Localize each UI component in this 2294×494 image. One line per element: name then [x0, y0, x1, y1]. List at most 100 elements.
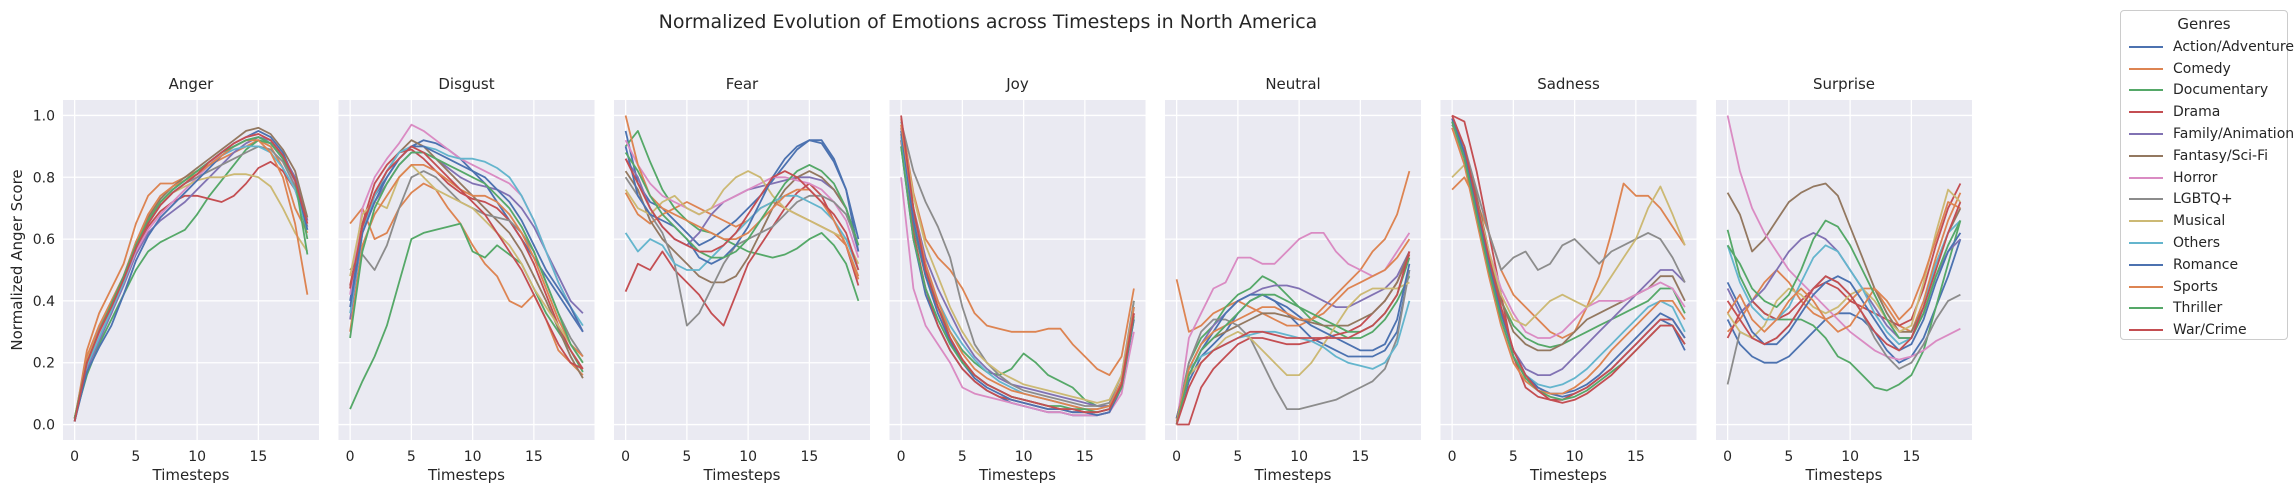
y-tick-label: 0.6	[33, 232, 55, 248]
legend-item: Comedy	[2121, 58, 2287, 80]
panel-surprise: 0 5 10 15 Surprise Timesteps	[1716, 75, 1972, 484]
x-tick-label: 0	[346, 449, 355, 465]
legend-item: Action/Adventure	[2121, 36, 2294, 58]
series-line-thriller	[349, 151, 584, 364]
y-tick-label: 0.2	[33, 356, 55, 372]
legend-swatch	[2129, 89, 2163, 92]
y-axis-label: Normalized Anger Score	[8, 169, 26, 350]
legend-swatch	[2129, 198, 2163, 201]
x-tick-label: 5	[682, 449, 691, 465]
x-tick-label: 0	[1723, 449, 1732, 465]
series-line-romance	[900, 130, 1135, 417]
y-tick-label: 0.0	[33, 418, 55, 434]
x-tick-label: 5	[1509, 449, 1518, 465]
legend-label: Sports	[2173, 278, 2218, 295]
x-axis-label: Timesteps	[703, 466, 781, 484]
legend: Genres Action/Adventure Comedy Documentary…	[2120, 10, 2294, 341]
x-axis-label: Timesteps	[152, 466, 230, 484]
legend-swatch	[2129, 45, 2163, 48]
x-tick-label: 0	[621, 449, 630, 465]
legend-label: War/Crime	[2173, 322, 2247, 339]
series-line-horror	[1175, 231, 1411, 425]
series-line-romance	[1726, 232, 1962, 352]
x-tick-label: 15	[1351, 449, 1369, 465]
legend-item: Documentary	[2121, 80, 2287, 102]
figure-title: Normalized Evolution of Emotions across …	[659, 11, 1318, 33]
series-line-war-crime	[1451, 115, 1686, 404]
panel-joy: 0 5 10 15 Joy Timesteps	[889, 75, 1146, 484]
legend-swatch	[2129, 133, 2163, 136]
series-line-musical	[1451, 163, 1686, 327]
series-line-war-crime	[1726, 201, 1962, 352]
x-tick-label: 10	[464, 449, 482, 465]
legend-swatch	[2129, 329, 2163, 332]
series-line-comedy	[1175, 170, 1411, 333]
x-tick-label: 15	[525, 449, 543, 465]
legend-item: Horror	[2121, 167, 2287, 189]
panels-group: 0 5 10 15 0.0 0.2 0.4 0.6 0.8 1.0 Anger Timesteps 0 5…	[33, 75, 1972, 484]
series-line-romance	[1451, 118, 1686, 395]
legend-swatch	[2129, 307, 2163, 310]
series-line-family-animation	[1175, 251, 1411, 419]
series-line-musical	[1726, 188, 1962, 339]
series-line-others	[624, 194, 860, 271]
series-line-sports	[349, 163, 584, 358]
series-line-lgbtq-	[900, 121, 1135, 407]
series-line-fantasy-sci-fi	[624, 170, 860, 284]
panel-title: Anger	[169, 75, 215, 93]
x-axis-label: Timesteps	[427, 466, 505, 484]
series-line-action-adventure	[624, 130, 860, 247]
panel-title: Sadness	[1537, 75, 1600, 93]
legend-swatch	[2129, 154, 2163, 157]
series-line-war-crime	[900, 115, 1135, 414]
series-line-war-crime	[73, 133, 309, 422]
legend-item: Musical	[2121, 210, 2287, 232]
x-tick-label: 15	[1627, 449, 1645, 465]
legend-item: Sports	[2121, 276, 2287, 298]
legend-swatch	[2129, 67, 2163, 70]
series-line-thriller	[1726, 219, 1962, 339]
series-line-war-crime	[349, 145, 584, 370]
legend-label: Family/Animation	[2173, 126, 2294, 143]
legend-item: Fantasy/Sci-Fi	[2121, 145, 2287, 167]
legend-title: Genres	[2177, 15, 2231, 33]
series-line-drama	[1451, 114, 1686, 401]
legend-label: Musical	[2173, 213, 2226, 230]
legend-label: LGBTQ+	[2173, 191, 2233, 208]
series-line-sports	[1451, 127, 1686, 395]
legend-label: Romance	[2173, 256, 2239, 273]
x-tick-label: 10	[1290, 449, 1308, 465]
legend-label: Action/Adventure	[2173, 38, 2294, 55]
legend-item: War/Crime	[2121, 319, 2287, 341]
x-tick-label: 10	[188, 449, 206, 465]
series-line-sports	[1175, 238, 1411, 422]
x-tick-label: 15	[1076, 449, 1094, 465]
legend-item: LGBTQ+	[2121, 189, 2287, 211]
panel-title: Joy	[1005, 75, 1029, 93]
series-line-musical	[900, 124, 1135, 404]
series-line-drama	[1726, 183, 1962, 339]
series-line-sports	[1726, 201, 1961, 333]
panel-title: Disgust	[438, 75, 494, 93]
panel-disgust: 0 5 10 15 Disgust Timesteps	[338, 75, 595, 484]
legend-item: Family/Animation	[2121, 123, 2294, 145]
x-tick-label: 0	[897, 449, 906, 465]
panel-neutral: 0 5 10 15 Neutral Timesteps	[1165, 75, 1421, 484]
x-tick-label: 0	[1448, 449, 1457, 465]
legend-items: Action/Adventure Comedy Documentary Drama Fa…	[2121, 36, 2294, 341]
panel-background	[338, 100, 595, 440]
series-line-documentary	[349, 222, 584, 410]
legend-label: Thriller	[2173, 300, 2223, 317]
legend-swatch	[2129, 220, 2163, 223]
x-axis-label: Timesteps	[1254, 466, 1332, 484]
x-tick-label: 0	[1172, 449, 1181, 465]
legend-label: Comedy	[2173, 60, 2231, 77]
legend-item: Thriller	[2121, 298, 2287, 320]
series-line-action-adventure	[1175, 269, 1411, 425]
x-tick-label: 15	[800, 449, 818, 465]
y-tick-label: 0.8	[33, 170, 55, 186]
series-line-lgbtq-	[1175, 269, 1411, 425]
panel-background	[1165, 100, 1421, 440]
series-line-thriller	[73, 136, 309, 419]
